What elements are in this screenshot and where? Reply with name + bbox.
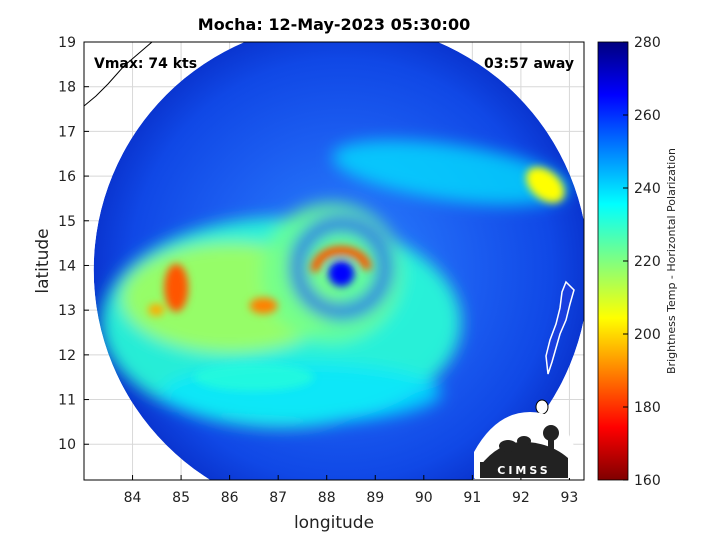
cimss-logo: CIMSS <box>474 412 574 478</box>
y-tick-label: 14 <box>58 258 76 274</box>
x-tick-label: 88 <box>318 490 336 506</box>
plot-frame <box>83 41 585 481</box>
y-tick-label: 13 <box>58 303 76 319</box>
y-tick-label: 11 <box>58 393 76 409</box>
x-tick-label: 84 <box>124 490 142 506</box>
x-tick-label: 90 <box>415 490 433 506</box>
colorbar-tick-label: 160 <box>634 473 661 489</box>
x-tick-label: 86 <box>221 490 239 506</box>
convective-cores <box>148 167 565 392</box>
x-tick-label: 92 <box>512 490 530 506</box>
x-tick-label: 91 <box>463 490 481 506</box>
x-tick-label: 85 <box>172 490 190 506</box>
plot-area: 84 85 86 87 88 89 90 91 92 93 10 11 12 13 14 15 16 17 18 19… <box>58 35 585 506</box>
axis-ticks: 84 85 86 87 88 89 90 91 92 93 10 11 12 13 14 15 16 17 18 19 <box>58 35 578 506</box>
colorbar-ticks: 160 180 200 220 240 260 280 <box>623 35 661 489</box>
western-band-cell <box>148 303 165 316</box>
colorbar-tick-label: 200 <box>634 327 661 343</box>
y-tick-label: 12 <box>58 348 76 364</box>
x-tick-label: 93 <box>561 490 579 506</box>
coastline-small-island <box>535 399 549 415</box>
y-tick-label: 19 <box>58 35 76 51</box>
northeast-band-core <box>526 167 565 203</box>
colorbar: 160 180 200 220 240 260 280 Brightness Temp - … <box>597 35 678 489</box>
coastline-andaman-islands <box>545 280 575 375</box>
y-axis-label: latitude <box>33 228 53 293</box>
cimss-logo-text: CIMSS <box>497 464 550 477</box>
colorbar-tick-label: 240 <box>634 181 661 197</box>
precip-features <box>101 140 571 428</box>
colorbar-tick-label: 280 <box>634 35 661 51</box>
x-tick-label: 87 <box>269 490 287 506</box>
swath-layer <box>84 42 584 480</box>
y-tick-label: 10 <box>58 437 76 453</box>
y-tick-label: 17 <box>58 124 76 140</box>
southern-rain-core <box>193 363 314 392</box>
y-tick-label: 15 <box>58 214 76 230</box>
time-away-annotation: 03:57 away <box>484 56 574 72</box>
vmax-annotation: Vmax: 74 kts <box>94 56 197 72</box>
colorbar-tick-label: 220 <box>634 254 661 270</box>
colorbar-tick-label: 260 <box>634 108 661 124</box>
western-band-core <box>164 263 189 312</box>
coastline-northwest <box>84 42 153 107</box>
eye <box>328 260 355 287</box>
eyewall <box>310 245 372 272</box>
chart-title: Mocha: 12-May-2023 05:30:00 <box>198 15 470 34</box>
y-tick-label: 18 <box>58 80 76 96</box>
moat <box>290 216 393 319</box>
colorbar-tick-label: 180 <box>634 400 661 416</box>
band-knot-core <box>249 297 278 314</box>
x-axis-label: longitude <box>294 513 374 533</box>
colorbar-label: Brightness Temp - Horizontal Polarizatio… <box>665 148 678 374</box>
y-tick-label: 16 <box>58 169 76 185</box>
rain-band-north <box>332 140 571 206</box>
x-tick-label: 89 <box>366 490 384 506</box>
